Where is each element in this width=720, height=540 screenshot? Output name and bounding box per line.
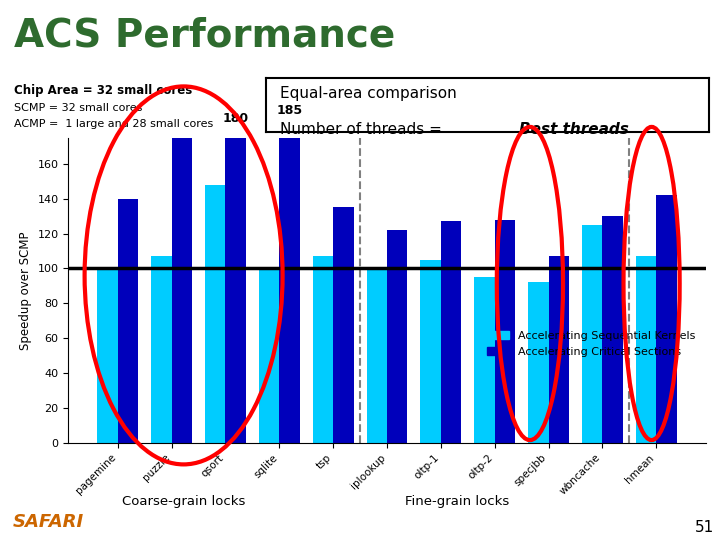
Bar (582, 225, 603, 443)
Bar (603, 216, 623, 443)
Bar (549, 256, 569, 443)
Legend: Accelerating Sequential Kernels, Accelerating Critical Sections: Accelerating Sequential Kernels, Acceler… (482, 327, 700, 361)
Bar (656, 195, 677, 443)
Text: Coarse-grain locks: Coarse-grain locks (122, 495, 246, 508)
Bar (636, 256, 656, 443)
Bar (474, 277, 495, 443)
Text: Best threads: Best threads (519, 122, 629, 137)
Bar (387, 230, 408, 443)
Text: SCMP = 32 small cores: SCMP = 32 small cores (14, 103, 143, 113)
Text: SAFARI: SAFARI (13, 513, 84, 531)
Bar (225, 129, 246, 443)
Bar (528, 282, 549, 443)
Text: ACS Performance: ACS Performance (14, 16, 396, 54)
Text: Equal-area comparison: Equal-area comparison (279, 86, 456, 102)
Text: 51: 51 (695, 519, 714, 535)
Text: 180: 180 (222, 112, 249, 125)
Text: Number of threads =: Number of threads = (279, 122, 446, 137)
Bar (366, 268, 387, 443)
Bar (420, 260, 441, 443)
Bar (118, 199, 138, 443)
Bar (441, 221, 462, 443)
Bar (312, 256, 333, 443)
Bar (333, 207, 354, 443)
Bar (97, 268, 118, 443)
Text: 185: 185 (276, 104, 302, 117)
Bar (259, 268, 279, 443)
Bar (205, 185, 225, 443)
Text: ACMP =  1 large and 28 small cores: ACMP = 1 large and 28 small cores (14, 119, 214, 129)
Bar (279, 120, 300, 443)
Bar (151, 256, 171, 443)
Bar (495, 220, 515, 443)
Text: Fine-grain locks: Fine-grain locks (405, 495, 509, 508)
Text: Chip Area = 32 small cores: Chip Area = 32 small cores (14, 84, 193, 97)
Bar (171, 0, 192, 443)
Y-axis label: Speedup over SCMP: Speedup over SCMP (19, 231, 32, 349)
